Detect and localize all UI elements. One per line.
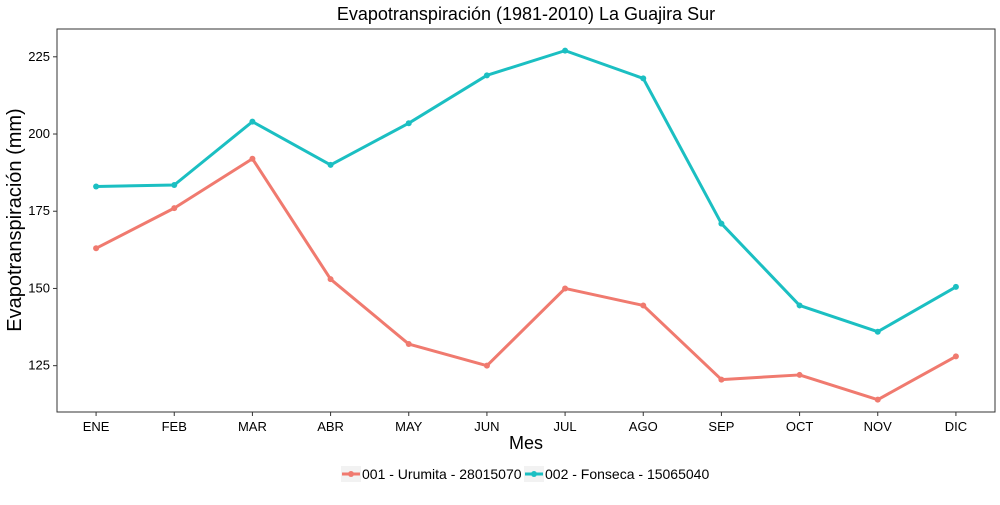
data-point	[249, 155, 256, 162]
y-axis: 125 150 175 200 225	[28, 49, 57, 373]
legend: 001 - Urumita - 28015070 002 - Fonseca - …	[341, 466, 709, 482]
x-tick-label: ENE	[83, 419, 110, 434]
data-point	[171, 181, 178, 188]
series-layer	[93, 47, 959, 403]
y-tick-label: 175	[28, 203, 50, 218]
data-point	[640, 75, 647, 82]
data-point	[562, 47, 569, 54]
plot-panel	[56, 28, 996, 413]
data-point	[796, 302, 803, 309]
x-axis-label: Mes	[509, 433, 543, 453]
y-tick-label: 150	[28, 280, 50, 295]
chart-title: Evapotranspiración (1981-2010) La Guajir…	[337, 4, 715, 24]
y-axis-label: Evapotranspiración (mm)	[4, 108, 26, 331]
x-tick-label: SEP	[708, 419, 734, 434]
data-point	[718, 220, 725, 227]
series-line-1	[95, 157, 957, 402]
data-point	[93, 245, 100, 252]
data-point	[640, 302, 647, 309]
legend-key-point	[348, 471, 354, 477]
data-point	[327, 161, 334, 168]
data-point	[562, 285, 569, 292]
legend-label: 002 - Fonseca - 15065040	[545, 466, 709, 482]
x-tick-label: NOV	[864, 419, 893, 434]
x-axis: ENE FEB MAR ABR MAY JUN JUL AGO SEP OCT NOV DIC	[83, 412, 967, 434]
data-point	[171, 205, 178, 212]
data-point	[952, 283, 959, 290]
data-point	[718, 376, 725, 383]
data-point	[93, 183, 100, 190]
data-point	[327, 276, 334, 283]
x-tick-label: AGO	[629, 419, 658, 434]
x-tick-label: OCT	[786, 419, 814, 434]
data-point	[483, 362, 490, 369]
y-tick-label: 125	[28, 358, 50, 373]
y-tick-label: 200	[28, 126, 50, 141]
x-tick-label: FEB	[162, 419, 187, 434]
data-point	[952, 353, 959, 360]
data-point	[249, 118, 256, 125]
data-point	[874, 328, 881, 335]
data-point	[874, 396, 881, 403]
series-line-2	[96, 49, 957, 334]
data-point	[483, 72, 490, 79]
data-point	[796, 371, 803, 378]
data-point	[405, 120, 412, 127]
x-tick-label: DIC	[945, 419, 967, 434]
legend-key-point	[531, 471, 537, 477]
x-tick-label: ABR	[317, 419, 344, 434]
x-tick-label: MAR	[238, 419, 267, 434]
x-tick-label: MAY	[395, 419, 423, 434]
x-tick-label: JUN	[474, 419, 499, 434]
legend-label: 001 - Urumita - 28015070	[362, 466, 522, 482]
data-point	[405, 341, 412, 348]
y-tick-label: 225	[28, 49, 50, 64]
x-tick-label: JUL	[554, 419, 577, 434]
